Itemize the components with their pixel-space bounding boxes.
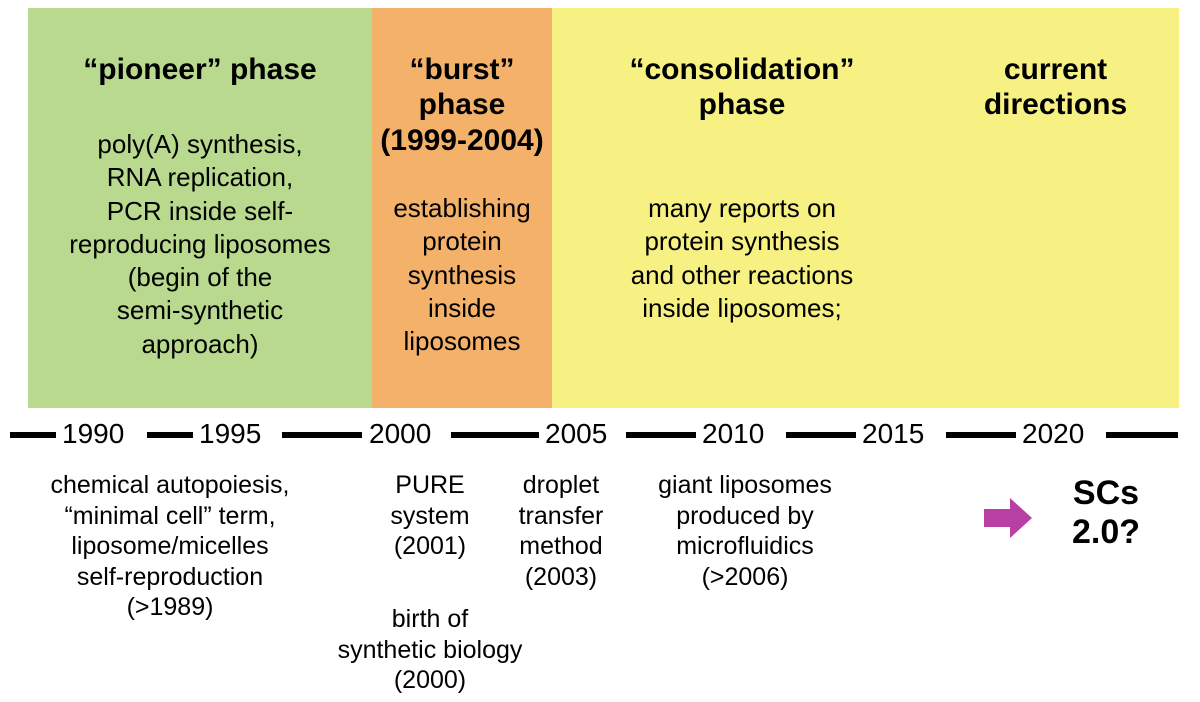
timeline-segment xyxy=(946,432,1016,438)
phase-current-title: currentdirections xyxy=(932,52,1179,123)
timeline-tick-label: 2005 xyxy=(545,418,607,450)
timeline-segment xyxy=(451,432,539,438)
note-giant-liposomes: giant liposomesproduced bymicrofluidics(… xyxy=(630,470,860,592)
note-autopoiesis: chemical autopoiesis,“minimal cell” term… xyxy=(20,470,320,623)
timeline-segment xyxy=(147,432,193,438)
phase-burst-title: “burst”phase(1999-2004) xyxy=(372,52,552,158)
timeline-tick-label: 2015 xyxy=(862,418,924,450)
phase-pioneer: “pioneer” phase poly(A) synthesis,RNA re… xyxy=(28,8,372,408)
arrow-icon xyxy=(984,498,1032,538)
phase-consolidation-title: “consolidation”phase xyxy=(552,52,932,123)
timeline-segment xyxy=(282,432,362,438)
phase-consolidation-body: many reports onprotein synthesisand othe… xyxy=(552,192,932,325)
timeline-segment xyxy=(1106,432,1178,438)
timeline-tick-label: 2010 xyxy=(702,418,764,450)
note-droplet-transfer: droplettransfermethod(2003) xyxy=(496,470,626,592)
scs-label: SCs2.0? xyxy=(1046,474,1166,552)
timeline-segment xyxy=(626,432,696,438)
timeline-tick-label: 2000 xyxy=(369,418,431,450)
timeline-segment xyxy=(786,432,856,438)
phase-burst: “burst”phase(1999-2004) establishingprot… xyxy=(372,8,552,408)
timeline-segment xyxy=(10,432,56,438)
note-synthetic-biology: birth ofsynthetic biology(2000) xyxy=(310,604,550,696)
phase-burst-body: establishingproteinsynthesisinsideliposo… xyxy=(372,192,552,358)
timeline-tick-label: 2020 xyxy=(1022,418,1084,450)
note-pure-system: PUREsystem(2001) xyxy=(370,470,490,562)
phase-pioneer-title: “pioneer” phase xyxy=(28,52,372,87)
phase-consolidation: “consolidation”phase many reports onprot… xyxy=(552,8,932,408)
timeline-tick-label: 1990 xyxy=(62,418,124,450)
timeline-tick-label: 1995 xyxy=(199,418,261,450)
timeline-diagram: “pioneer” phase poly(A) synthesis,RNA re… xyxy=(0,0,1200,702)
phase-current: currentdirections xyxy=(932,8,1179,408)
phase-pioneer-body: poly(A) synthesis,RNA replication,PCR in… xyxy=(28,128,372,361)
